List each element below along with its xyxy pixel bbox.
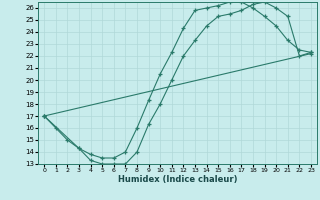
X-axis label: Humidex (Indice chaleur): Humidex (Indice chaleur) — [118, 175, 237, 184]
